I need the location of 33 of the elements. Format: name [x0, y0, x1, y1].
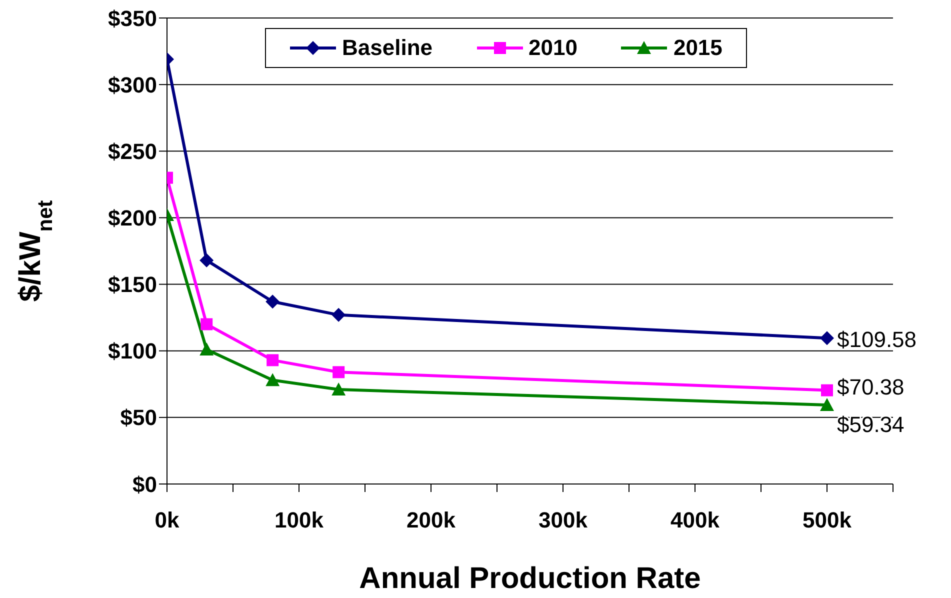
point — [200, 342, 214, 356]
point — [200, 253, 214, 268]
x-tick-label: 300k — [538, 508, 588, 533]
y-tick-label: $200 — [108, 206, 157, 231]
point — [332, 308, 346, 322]
point — [266, 294, 280, 309]
y-tick-label: $100 — [108, 338, 157, 364]
x-tick-label: 0k — [154, 508, 180, 533]
point — [821, 384, 833, 396]
y-tick-label: $50 — [120, 405, 157, 430]
y-tick-label: $350 — [108, 6, 157, 31]
point — [266, 354, 279, 366]
point — [820, 398, 834, 411]
data-label: $109.58 — [837, 327, 917, 352]
data-label: $70.38 — [837, 374, 904, 400]
data-label: $59.34 — [837, 412, 904, 437]
legend-label: Baseline — [342, 35, 432, 61]
y-tick-label: $250 — [108, 138, 157, 164]
x-tick-label: 500k — [802, 508, 852, 533]
point — [820, 331, 834, 346]
x-tick-label: 100k — [274, 508, 324, 533]
point — [332, 382, 346, 396]
point — [266, 373, 280, 386]
y-tick-label: $0 — [132, 472, 157, 497]
legend-label: 2010 — [528, 35, 578, 61]
point — [332, 366, 345, 378]
y-tick-label: $150 — [108, 272, 157, 298]
point — [200, 318, 213, 330]
x-tick-label: 400k — [670, 508, 720, 533]
x-tick-label: 200k — [406, 508, 456, 533]
legend-label: 2015 — [673, 35, 722, 61]
x-axis-title: Annual Production Rate — [359, 562, 701, 595]
y-tick-label: $300 — [108, 72, 157, 98]
